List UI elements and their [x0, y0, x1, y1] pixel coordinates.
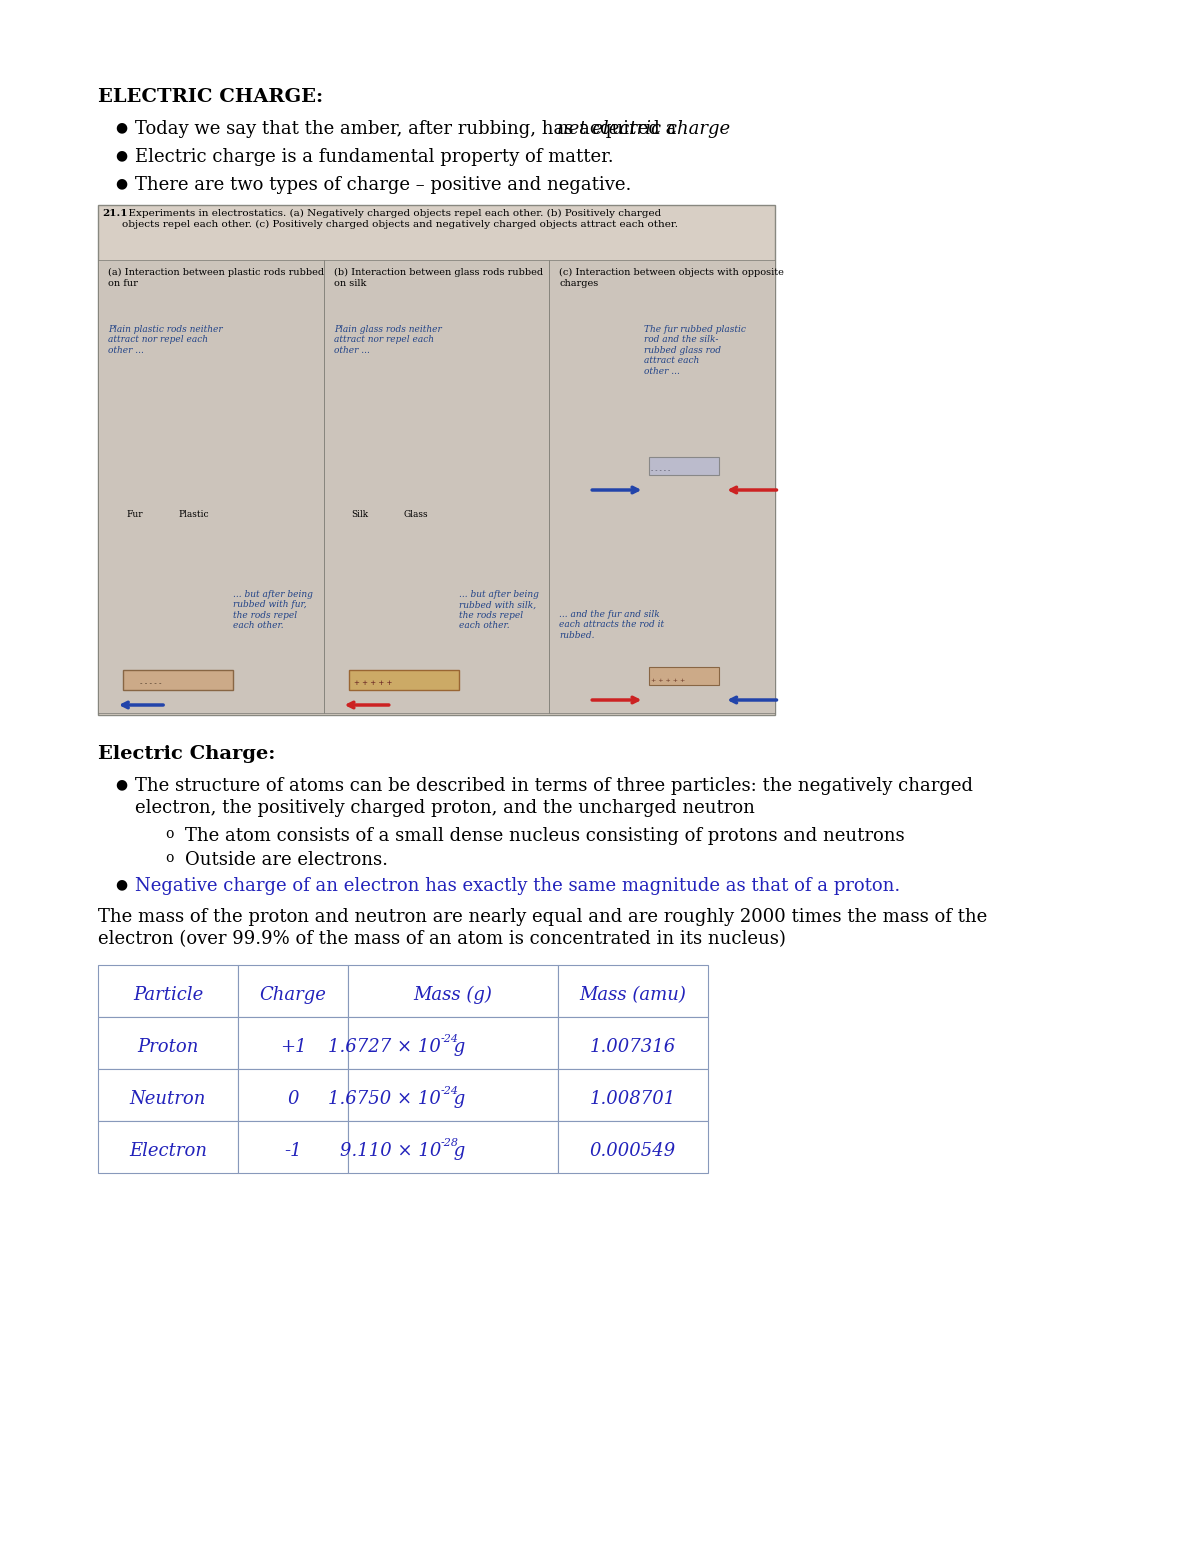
Bar: [98, 1068, 238, 1121]
Text: 21.1: 21.1: [102, 210, 127, 217]
Text: 1.6727 × 10: 1.6727 × 10: [328, 1037, 442, 1056]
Text: 0: 0: [287, 1090, 299, 1107]
Text: (a) Interaction between plastic rods rubbed
on fur: (a) Interaction between plastic rods rub…: [108, 269, 324, 287]
Text: Negative charge of an electron has exactly the same magnitude as that of a proto: Negative charge of an electron has exact…: [134, 877, 900, 895]
Text: Mass (g): Mass (g): [414, 986, 492, 1005]
Text: Neutron: Neutron: [130, 1090, 206, 1107]
Text: Today we say that the amber, after rubbing, has acquired a: Today we say that the amber, after rubbi…: [134, 120, 682, 138]
Text: g: g: [448, 1141, 466, 1160]
Text: The atom consists of a small dense nucleus consisting of protons and neutrons: The atom consists of a small dense nucle…: [185, 828, 905, 845]
Bar: [558, 1121, 708, 1173]
Text: electron, the positively charged proton, and the uncharged neutron: electron, the positively charged proton,…: [134, 798, 755, 817]
Text: - - - - -: - - - - -: [652, 467, 671, 474]
Bar: [98, 1017, 238, 1068]
Text: Silk: Silk: [352, 509, 368, 519]
Text: 1.007316: 1.007316: [590, 1037, 676, 1056]
Text: Plain glass rods neither
attract nor repel each
other ...: Plain glass rods neither attract nor rep…: [334, 325, 442, 354]
Bar: [558, 964, 708, 1017]
Text: ELECTRIC CHARGE:: ELECTRIC CHARGE:: [98, 89, 323, 106]
Bar: [558, 1017, 708, 1068]
Text: Particle: Particle: [133, 986, 203, 1003]
Text: Proton: Proton: [137, 1037, 199, 1056]
Text: ●: ●: [115, 877, 127, 891]
Bar: [348, 1068, 558, 1121]
Bar: [238, 964, 348, 1017]
Text: o: o: [166, 851, 173, 865]
Text: Plastic: Plastic: [178, 509, 209, 519]
Text: ... but after being
rubbed with silk,
the rods repel
each other.: ... but after being rubbed with silk, th…: [458, 590, 539, 631]
Text: + + + + +: + + + + +: [354, 680, 392, 686]
Bar: [98, 259, 324, 713]
Text: -1: -1: [284, 1141, 302, 1160]
Bar: [98, 205, 775, 714]
Text: Fur: Fur: [126, 509, 143, 519]
Bar: [649, 457, 719, 475]
Bar: [238, 1017, 348, 1068]
Text: - - - - -: - - - - -: [140, 680, 162, 686]
Text: ●: ●: [115, 148, 127, 162]
Bar: [124, 669, 233, 690]
Text: Outside are electrons.: Outside are electrons.: [185, 851, 388, 870]
Text: g: g: [448, 1090, 466, 1107]
Text: ●: ●: [115, 776, 127, 790]
Bar: [649, 666, 719, 685]
Text: g: g: [448, 1037, 466, 1056]
Text: ●: ●: [115, 175, 127, 189]
Text: 0.000549: 0.000549: [590, 1141, 676, 1160]
Text: 1.6750 × 10: 1.6750 × 10: [328, 1090, 442, 1107]
Text: -28: -28: [442, 1138, 458, 1148]
Text: (c) Interaction between objects with opposite
charges: (c) Interaction between objects with opp…: [559, 269, 785, 287]
Bar: [348, 964, 558, 1017]
Text: -24: -24: [442, 1034, 458, 1044]
Text: Electron: Electron: [130, 1141, 208, 1160]
Bar: [349, 669, 458, 690]
Text: o: o: [166, 828, 173, 842]
Text: ... but after being
rubbed with fur,
the rods repel
each other.: ... but after being rubbed with fur, the…: [233, 590, 313, 631]
Text: 1.008701: 1.008701: [590, 1090, 676, 1107]
Bar: [348, 1121, 558, 1173]
Text: electron (over 99.9% of the mass of an atom is concentrated in its nucleus): electron (over 99.9% of the mass of an a…: [98, 930, 786, 947]
Text: Experiments in electrostatics. (a) Negatively charged objects repel each other. : Experiments in electrostatics. (a) Negat…: [122, 210, 678, 228]
Bar: [348, 1017, 558, 1068]
Text: (b) Interaction between glass rods rubbed
on silk: (b) Interaction between glass rods rubbe…: [334, 269, 542, 287]
Text: Electric Charge:: Electric Charge:: [98, 745, 275, 763]
Text: There are two types of charge – positive and negative.: There are two types of charge – positive…: [134, 175, 631, 194]
Text: +1: +1: [280, 1037, 306, 1056]
Bar: [98, 1121, 238, 1173]
Text: ... and the fur and silk
each attracts the rod it
rubbed.: ... and the fur and silk each attracts t…: [559, 610, 665, 640]
Text: -24: -24: [442, 1086, 458, 1096]
Text: Mass (amu): Mass (amu): [580, 986, 686, 1003]
Text: net electric charge: net electric charge: [557, 120, 730, 138]
Text: The structure of atoms can be described in terms of three particles: the negativ: The structure of atoms can be described …: [134, 776, 973, 795]
Bar: [238, 1068, 348, 1121]
Bar: [558, 1068, 708, 1121]
Bar: [238, 1121, 348, 1173]
Text: ●: ●: [115, 120, 127, 134]
Text: The fur rubbed plastic
rod and the silk-
rubbed glass rod
attract each
other ...: The fur rubbed plastic rod and the silk-…: [644, 325, 746, 376]
Text: Electric charge is a fundamental property of matter.: Electric charge is a fundamental propert…: [134, 148, 613, 166]
Bar: [324, 259, 550, 713]
Text: 9.110 × 10: 9.110 × 10: [340, 1141, 442, 1160]
Text: Charge: Charge: [259, 986, 326, 1003]
Bar: [550, 259, 775, 713]
Text: + + + + +: + + + + +: [652, 679, 685, 683]
Bar: [98, 964, 238, 1017]
Text: The mass of the proton and neutron are nearly equal and are roughly 2000 times t: The mass of the proton and neutron are n…: [98, 909, 988, 926]
Text: Glass: Glass: [403, 509, 428, 519]
Text: Plain plastic rods neither
attract nor repel each
other ...: Plain plastic rods neither attract nor r…: [108, 325, 223, 354]
